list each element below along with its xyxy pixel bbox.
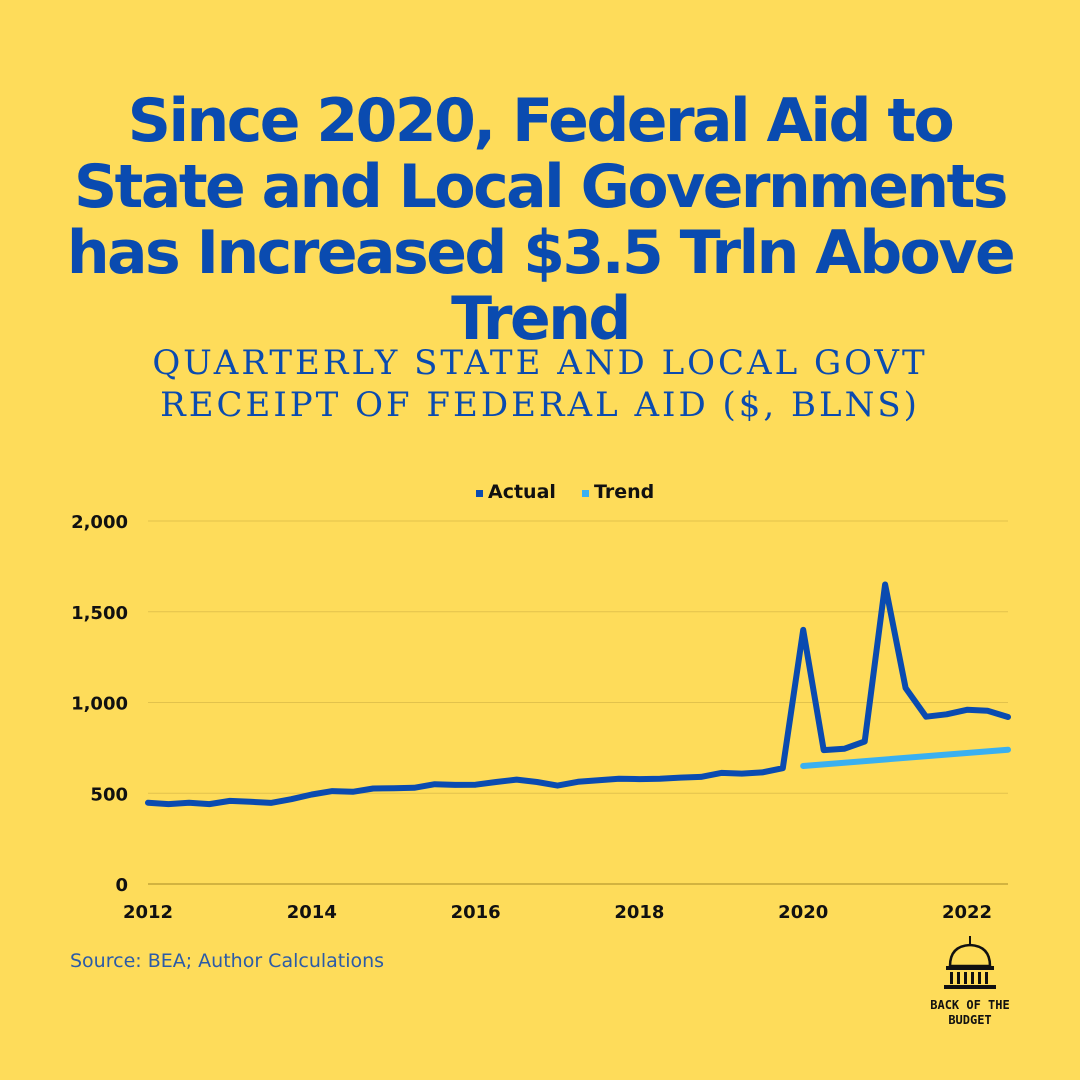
legend-label-trend: Trend xyxy=(594,481,654,503)
x-tick-label: 2014 xyxy=(287,902,337,923)
x-tick-label: 2022 xyxy=(942,902,992,923)
series-line-trend xyxy=(800,746,1011,769)
y-tick-label: 1,500 xyxy=(71,603,128,624)
subtitle-line-2: RECEIPT OF FEDERAL AID ($, BLNS) xyxy=(160,385,920,425)
x-tick-label: 2012 xyxy=(123,902,173,923)
logo-line-1: BACK OF THE xyxy=(930,998,1010,1012)
y-tick-label: 2,000 xyxy=(71,512,128,533)
x-tick-label: 2020 xyxy=(778,902,828,923)
y-tick-label: 500 xyxy=(90,784,128,805)
y-tick-label: 0 xyxy=(115,875,128,896)
x-tick-label: 2016 xyxy=(451,902,501,923)
chart-subtitle: QUARTERLY STATE AND LOCAL GOVT RECEIPT O… xyxy=(40,342,1040,426)
legend-swatch-trend xyxy=(582,490,589,497)
source-note: Source: BEA; Author Calculations xyxy=(70,950,385,972)
legend-label-actual: Actual xyxy=(488,481,556,503)
line-chart: 0 500 1,000 1,500 2,000 2012 2014 2016 2018 2020 2… xyxy=(71,481,1011,923)
logo-line-2: BUDGET xyxy=(948,1013,992,1027)
back-of-the-budget-logo: BACK OF THE BUDGET xyxy=(920,934,1020,1034)
x-tick-label: 2018 xyxy=(614,902,664,923)
capitol-dome-icon xyxy=(944,936,996,989)
series-line-actual xyxy=(145,581,1011,808)
legend-swatch-actual xyxy=(476,490,483,497)
y-tick-label: 1,000 xyxy=(71,694,128,715)
subtitle-line-1: QUARTERLY STATE AND LOCAL GOVT xyxy=(152,343,928,383)
chart-title: Since 2020, Federal Aid to State and Loc… xyxy=(66,86,1016,354)
logo-text: BACK OF THE BUDGET xyxy=(920,998,1020,1028)
